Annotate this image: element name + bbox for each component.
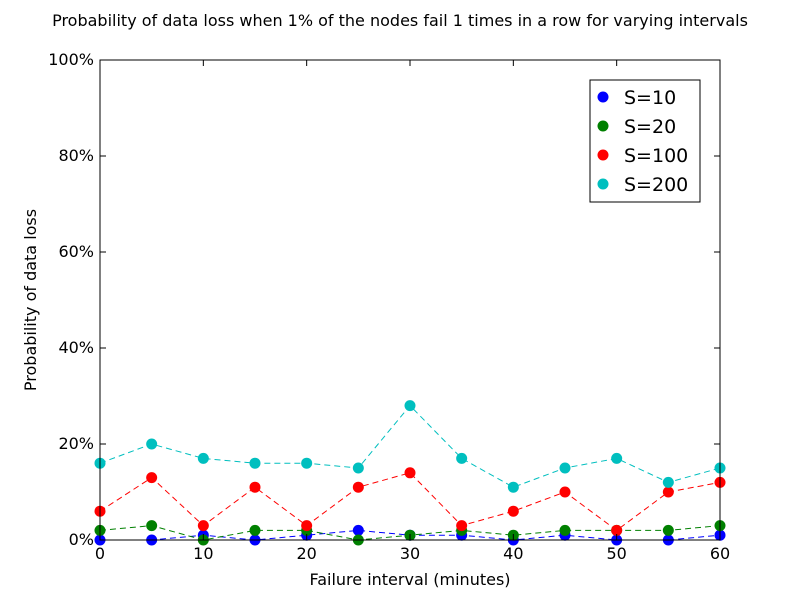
data-point — [301, 520, 313, 532]
y-tick-label: 40% — [58, 338, 94, 357]
data-point — [611, 524, 623, 536]
data-point — [352, 524, 364, 536]
data-point — [301, 457, 313, 469]
y-tick-label: 60% — [58, 242, 94, 261]
y-tick-label: 0% — [69, 530, 94, 549]
data-point — [197, 520, 209, 532]
data-point — [611, 452, 623, 464]
legend-marker — [597, 120, 609, 132]
data-point — [249, 457, 261, 469]
plot-area — [94, 400, 726, 546]
x-tick-label: 30 — [400, 544, 420, 563]
chart-title: Probability of data loss when 1% of the … — [52, 11, 748, 30]
series-line — [99, 472, 721, 532]
data-point — [507, 505, 519, 517]
series-s-20 — [94, 520, 726, 546]
x-tick-label: 0 — [95, 544, 105, 563]
data-point — [507, 481, 519, 493]
data-point — [146, 438, 158, 450]
x-tick-label: 60 — [710, 544, 730, 563]
data-point — [352, 481, 364, 493]
y-tick-label: 100% — [48, 50, 94, 69]
y-axis-label: Probability of data loss — [21, 209, 40, 391]
data-point — [404, 467, 416, 479]
data-point — [249, 524, 261, 536]
x-axis: 0 10 20 30 40 50 60 — [95, 60, 730, 563]
legend-label: S=100 — [624, 145, 688, 167]
legend-label: S=20 — [624, 116, 676, 138]
legend-frame — [589, 79, 701, 203]
data-point — [559, 486, 571, 498]
legend-marker — [597, 178, 609, 190]
data-point — [662, 486, 674, 498]
series-s-100 — [94, 467, 726, 536]
data-point — [559, 524, 571, 536]
x-tick-label: 40 — [503, 544, 523, 563]
legend-marker — [597, 91, 609, 103]
data-point — [352, 462, 364, 474]
legend-marker — [597, 149, 609, 161]
data-point — [146, 520, 158, 532]
data-point — [249, 481, 261, 493]
y-axis: 0% 20% 40% 60% 80% 100% — [48, 50, 720, 549]
x-tick-label: 10 — [193, 544, 213, 563]
data-point — [662, 524, 674, 536]
y-tick-label: 80% — [58, 146, 94, 165]
legend-label: S=10 — [624, 87, 676, 109]
legend-label: S=200 — [624, 174, 688, 196]
data-point — [197, 452, 209, 464]
legend: S=10 S=20 S=100 S=200 — [589, 79, 701, 203]
data-point — [559, 462, 571, 474]
y-tick-label: 20% — [58, 434, 94, 453]
x-axis-label: Failure interval (minutes) — [309, 570, 510, 589]
x-tick-label: 20 — [296, 544, 316, 563]
x-tick-label: 50 — [606, 544, 626, 563]
series-s-200 — [94, 400, 726, 493]
data-point — [146, 472, 158, 484]
data-point — [404, 400, 416, 412]
data-point — [456, 520, 468, 532]
data-point — [456, 452, 468, 464]
data-point — [662, 476, 674, 488]
